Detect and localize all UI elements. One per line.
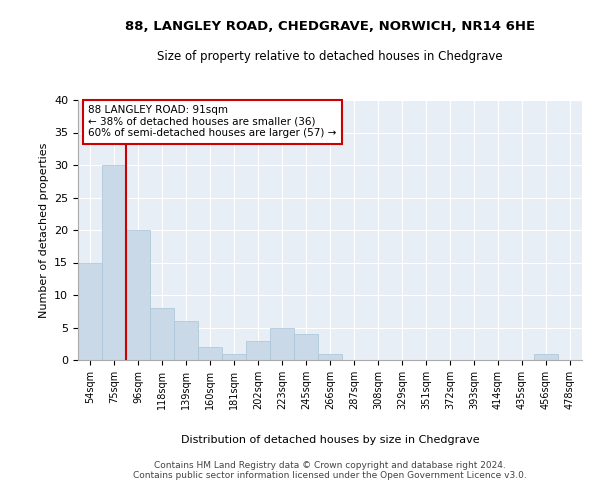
Bar <box>126 230 150 360</box>
Bar <box>198 347 222 360</box>
Bar <box>534 354 558 360</box>
Text: Contains HM Land Registry data © Crown copyright and database right 2024.
Contai: Contains HM Land Registry data © Crown c… <box>133 460 527 480</box>
Bar <box>222 354 246 360</box>
Bar <box>174 321 198 360</box>
Text: Distribution of detached houses by size in Chedgrave: Distribution of detached houses by size … <box>181 435 479 445</box>
Text: 88 LANGLEY ROAD: 91sqm
← 38% of detached houses are smaller (36)
60% of semi-det: 88 LANGLEY ROAD: 91sqm ← 38% of detached… <box>88 105 337 138</box>
Bar <box>102 165 126 360</box>
Bar <box>318 354 342 360</box>
Bar <box>246 340 270 360</box>
Bar <box>78 262 102 360</box>
Bar <box>270 328 294 360</box>
Bar <box>294 334 318 360</box>
Bar <box>150 308 174 360</box>
Text: Size of property relative to detached houses in Chedgrave: Size of property relative to detached ho… <box>157 50 503 63</box>
Y-axis label: Number of detached properties: Number of detached properties <box>38 142 49 318</box>
Text: 88, LANGLEY ROAD, CHEDGRAVE, NORWICH, NR14 6HE: 88, LANGLEY ROAD, CHEDGRAVE, NORWICH, NR… <box>125 20 535 33</box>
